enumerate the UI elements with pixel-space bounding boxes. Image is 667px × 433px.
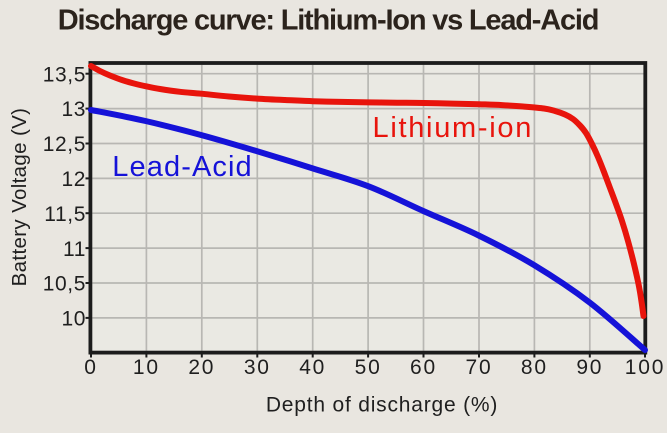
svg-text:40: 40 <box>299 356 326 379</box>
svg-text:70: 70 <box>466 356 493 379</box>
svg-text:Discharge curve: Lithium-Ion v: Discharge curve: Lithium-Ion vs Lead-Aci… <box>58 4 599 36</box>
svg-text:Battery Voltage (V): Battery Voltage (V) <box>8 108 31 287</box>
svg-text:10,5: 10,5 <box>43 273 86 296</box>
svg-text:11,5: 11,5 <box>44 203 86 226</box>
svg-text:Depth of discharge (%): Depth of discharge (%) <box>266 394 498 417</box>
svg-text:Lithium-ion: Lithium-ion <box>373 112 534 144</box>
svg-text:10: 10 <box>133 356 160 379</box>
svg-text:90: 90 <box>576 356 603 379</box>
svg-text:60: 60 <box>410 356 437 379</box>
svg-text:13: 13 <box>61 98 86 121</box>
svg-text:11: 11 <box>63 238 86 261</box>
svg-text:12: 12 <box>61 168 86 191</box>
svg-text:10: 10 <box>61 308 86 331</box>
svg-text:Lead-Acid: Lead-Acid <box>112 151 253 183</box>
svg-text:50: 50 <box>355 356 382 379</box>
svg-text:100: 100 <box>625 356 665 379</box>
svg-text:20: 20 <box>188 356 215 379</box>
svg-text:12,5: 12,5 <box>43 133 86 156</box>
svg-text:0: 0 <box>84 356 97 379</box>
svg-text:13,5: 13,5 <box>43 63 86 86</box>
svg-text:30: 30 <box>244 356 271 379</box>
svg-text:80: 80 <box>521 356 548 379</box>
